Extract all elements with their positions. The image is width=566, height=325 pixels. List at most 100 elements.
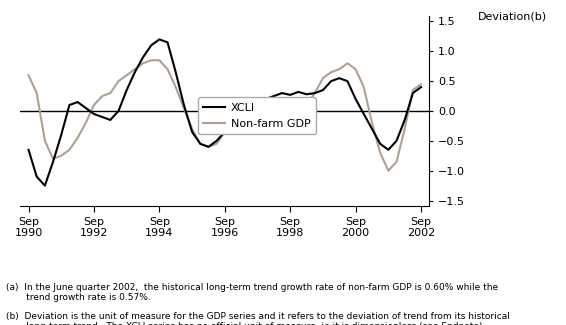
- XCLI: [271, 94, 277, 98]
- Non-farm GDP: [115, 79, 122, 83]
- XCLI: [115, 109, 122, 113]
- XCLI: [213, 139, 220, 143]
- XCLI: [311, 91, 318, 95]
- Non-farm GDP: [418, 82, 424, 86]
- Non-farm GDP: [25, 73, 32, 77]
- Text: (a)  In the June quarter 2002,  the historical long-term trend growth rate of no: (a) In the June quarter 2002, the histor…: [6, 283, 498, 302]
- XCLI: [246, 100, 253, 104]
- XCLI: [238, 106, 245, 110]
- XCLI: [25, 148, 32, 152]
- XCLI: [418, 85, 424, 89]
- XCLI: [377, 142, 384, 146]
- Non-farm GDP: [74, 136, 81, 140]
- XCLI: [66, 103, 73, 107]
- XCLI: [230, 118, 237, 122]
- Non-farm GDP: [377, 151, 384, 155]
- Non-farm GDP: [385, 169, 392, 173]
- Non-farm GDP: [188, 127, 195, 131]
- Non-farm GDP: [213, 142, 220, 146]
- Non-farm GDP: [246, 103, 253, 107]
- XCLI: [221, 130, 228, 134]
- XCLI: [254, 97, 261, 101]
- Non-farm GDP: [320, 76, 327, 80]
- Non-farm GDP: [336, 67, 342, 71]
- XCLI: [148, 44, 155, 47]
- Non-farm GDP: [41, 139, 48, 143]
- Non-farm GDP: [91, 103, 97, 107]
- Non-farm GDP: [98, 94, 105, 98]
- XCLI: [287, 93, 294, 97]
- XCLI: [156, 37, 163, 41]
- XCLI: [385, 148, 392, 152]
- XCLI: [107, 118, 114, 122]
- XCLI: [197, 142, 204, 146]
- XCLI: [50, 160, 57, 164]
- Non-farm GDP: [230, 115, 237, 119]
- Non-farm GDP: [352, 67, 359, 71]
- XCLI: [33, 175, 40, 179]
- Non-farm GDP: [148, 58, 155, 62]
- Non-farm GDP: [156, 58, 163, 62]
- Non-farm GDP: [401, 127, 408, 131]
- Non-farm GDP: [271, 112, 277, 116]
- XCLI: [278, 91, 285, 95]
- Non-farm GDP: [181, 106, 187, 110]
- XCLI: [262, 97, 269, 101]
- Non-farm GDP: [344, 61, 351, 65]
- XCLI: [320, 88, 327, 92]
- Non-farm GDP: [221, 130, 228, 134]
- XCLI: [123, 88, 130, 92]
- XCLI: [303, 92, 310, 96]
- Line: XCLI: XCLI: [28, 39, 421, 186]
- XCLI: [336, 76, 342, 80]
- Non-farm GDP: [131, 67, 138, 71]
- XCLI: [328, 79, 335, 83]
- Text: (b)  Deviation is the unit of measure for the GDP series and it refers to the de: (b) Deviation is the unit of measure for…: [6, 312, 509, 325]
- Non-farm GDP: [361, 85, 367, 89]
- XCLI: [188, 130, 195, 134]
- Non-farm GDP: [254, 103, 261, 107]
- Non-farm GDP: [311, 91, 318, 95]
- Non-farm GDP: [83, 121, 89, 125]
- Non-farm GDP: [33, 91, 40, 95]
- Non-farm GDP: [409, 88, 416, 92]
- XCLI: [91, 112, 97, 116]
- XCLI: [295, 90, 302, 94]
- Non-farm GDP: [328, 70, 335, 74]
- XCLI: [74, 100, 81, 104]
- Non-farm GDP: [172, 85, 179, 89]
- XCLI: [172, 70, 179, 74]
- XCLI: [140, 55, 147, 59]
- XCLI: [205, 145, 212, 149]
- XCLI: [368, 127, 375, 131]
- Non-farm GDP: [238, 106, 245, 110]
- XCLI: [41, 184, 48, 188]
- Y-axis label: Deviation(b): Deviation(b): [478, 12, 547, 22]
- Non-farm GDP: [368, 121, 375, 125]
- XCLI: [352, 97, 359, 101]
- Line: Non-farm GDP: Non-farm GDP: [28, 60, 421, 171]
- XCLI: [98, 115, 105, 119]
- Non-farm GDP: [140, 61, 147, 65]
- Non-farm GDP: [197, 142, 204, 146]
- Non-farm GDP: [303, 103, 310, 107]
- Non-farm GDP: [278, 112, 285, 116]
- XCLI: [131, 70, 138, 74]
- XCLI: [401, 118, 408, 122]
- Non-farm GDP: [164, 67, 171, 71]
- XCLI: [361, 112, 367, 116]
- XCLI: [181, 103, 187, 107]
- XCLI: [409, 91, 416, 95]
- XCLI: [393, 139, 400, 143]
- Non-farm GDP: [107, 91, 114, 95]
- Non-farm GDP: [205, 145, 212, 149]
- Non-farm GDP: [123, 73, 130, 77]
- Non-farm GDP: [295, 124, 302, 128]
- XCLI: [344, 79, 351, 83]
- Non-farm GDP: [393, 160, 400, 164]
- Non-farm GDP: [262, 106, 269, 110]
- XCLI: [83, 106, 89, 110]
- Legend: XCLI, Non-farm GDP: XCLI, Non-farm GDP: [198, 98, 316, 134]
- Non-farm GDP: [287, 118, 294, 122]
- Non-farm GDP: [58, 154, 65, 158]
